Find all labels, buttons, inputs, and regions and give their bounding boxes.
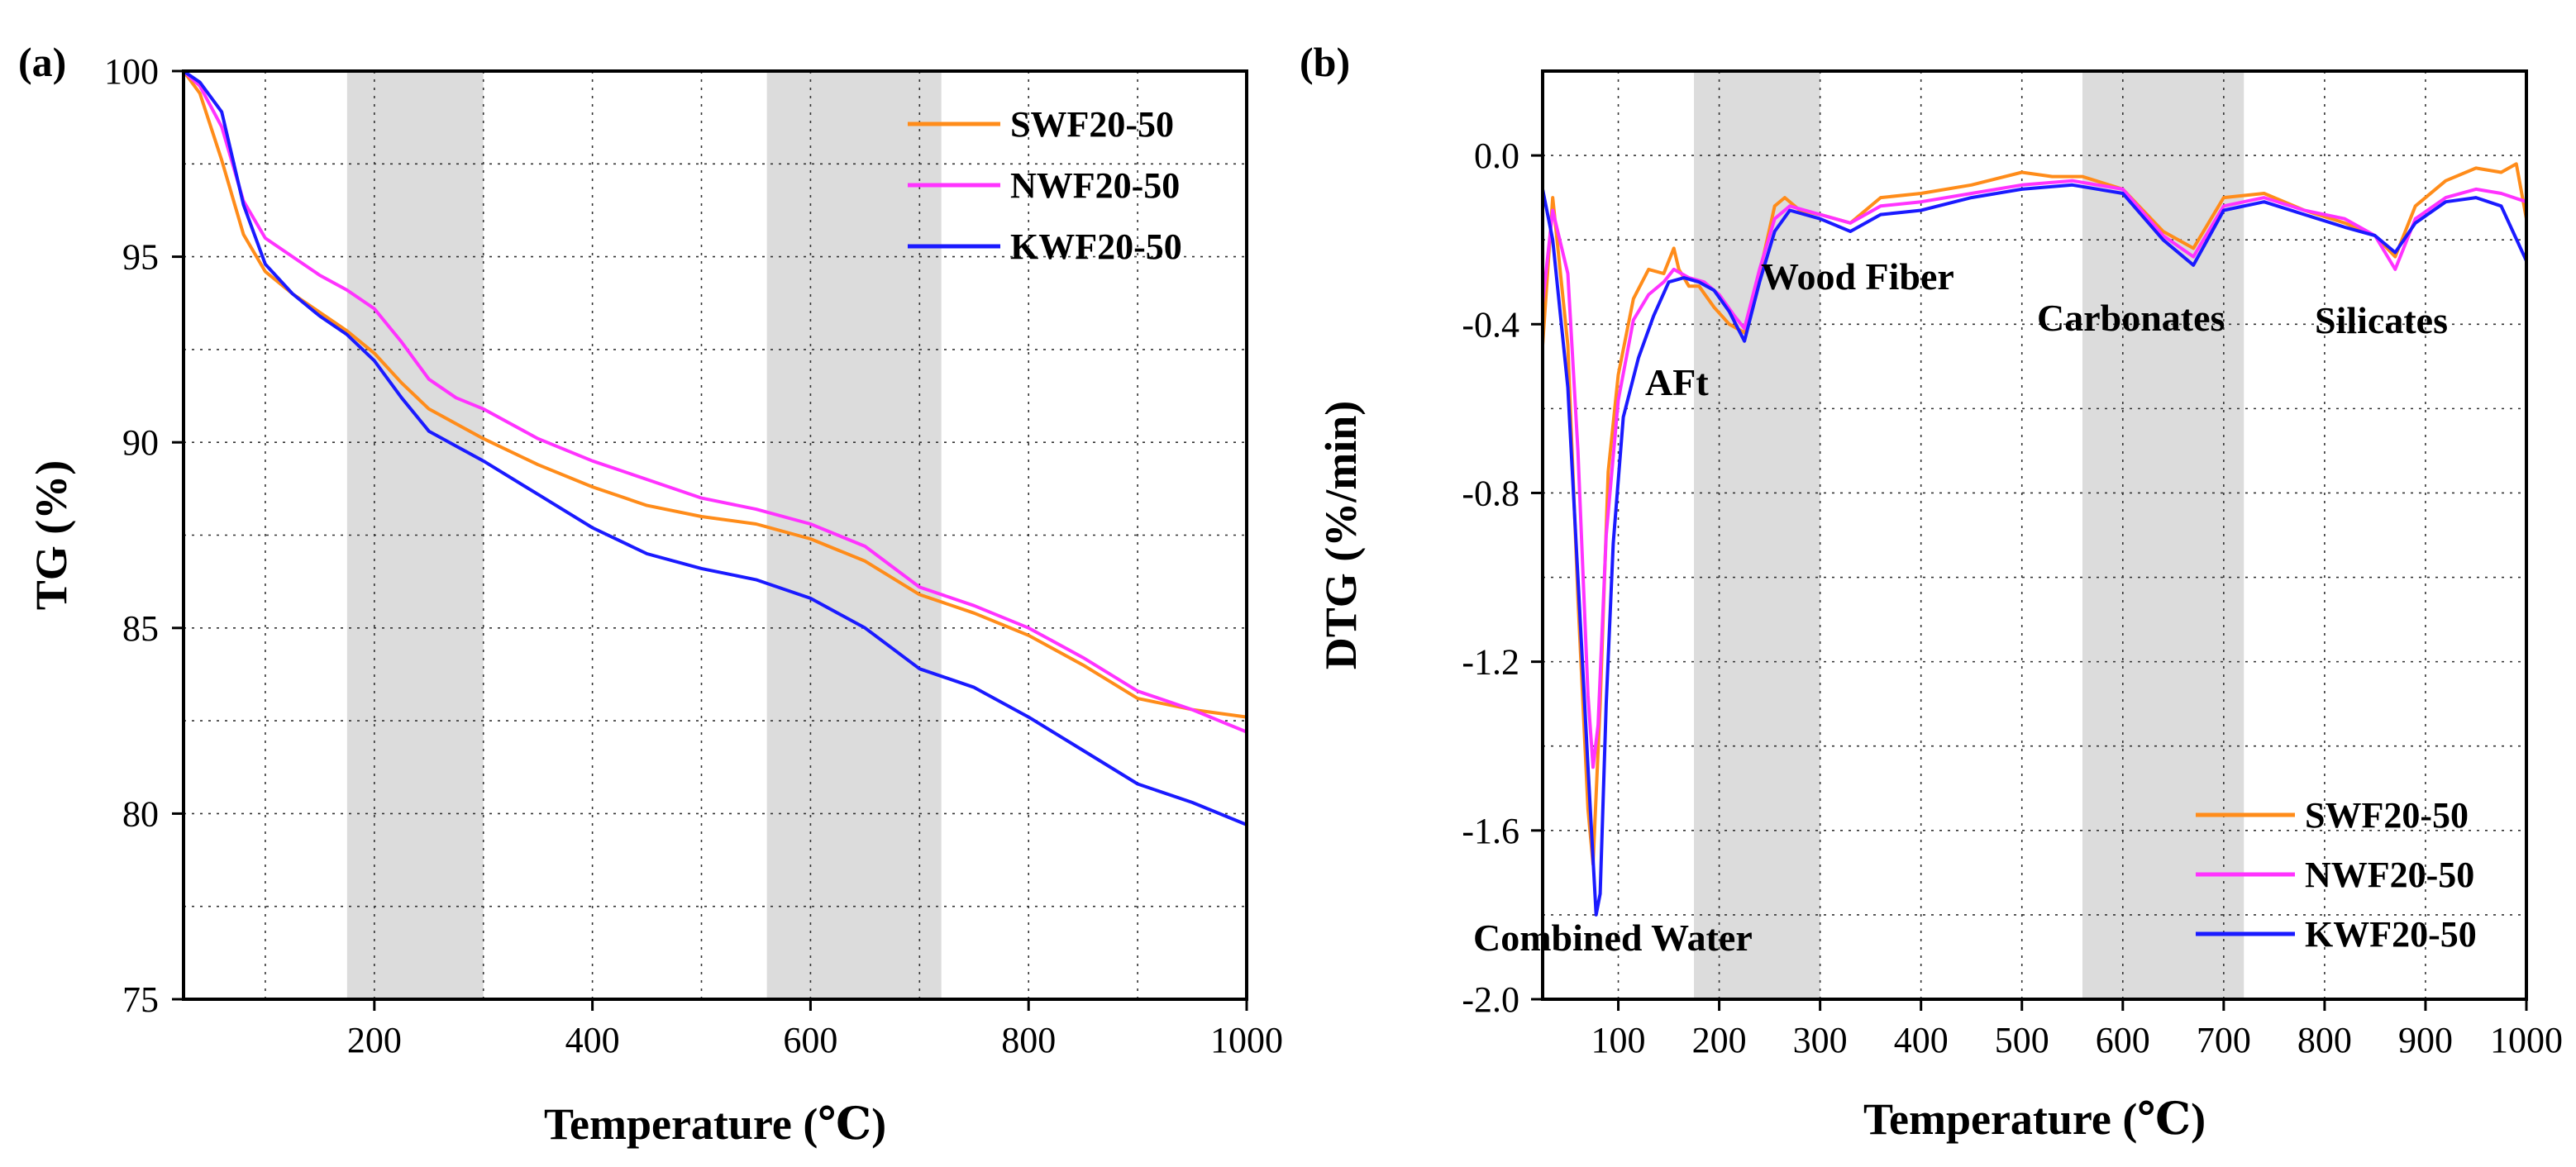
panel-label: (a): [18, 39, 66, 85]
legend-label-nwf20-50: NWF20-50: [2305, 855, 2474, 895]
series-line-nwf20-50: [182, 69, 1247, 734]
y-tick-label: 90: [122, 422, 159, 463]
chart-panel-a: 200 400 600 800 1000 75 80 85 90 95 100 Temperature…: [18, 39, 1283, 1149]
y-tick-label: -2.0: [1462, 979, 1519, 1020]
series-line-kwf20-50: [1541, 183, 2528, 917]
x-tick-label: 200: [347, 1020, 402, 1060]
plot-frame: [1541, 69, 2528, 1001]
x-tick-label: 400: [1894, 1020, 1949, 1060]
gridlines: [184, 71, 1247, 999]
x-tick-label: 400: [565, 1020, 620, 1060]
x-tick-label: 1000: [1210, 1020, 1283, 1060]
legend: SWF20-50 NWF20-50 KWF20-50: [2196, 795, 2477, 955]
y-tick-label: 0.0: [1474, 136, 1519, 176]
legend-label-swf20-50: SWF20-50: [1010, 104, 1174, 145]
legend: SWF20-50 NWF20-50 KWF20-50: [908, 104, 1182, 267]
series-line-swf20-50: [182, 69, 1247, 719]
x-tick-label: 200: [1692, 1020, 1747, 1060]
y-axis-title: TG (%): [26, 460, 76, 611]
y-tick-label: -0.8: [1462, 473, 1519, 513]
legend-label-nwf20-50: NWF20-50: [1010, 165, 1180, 206]
panel-label: (b): [1300, 39, 1350, 85]
x-axis-title: Temperature (℃): [1863, 1094, 2206, 1144]
x-tick-label: 900: [2398, 1020, 2453, 1060]
series-line-swf20-50: [1541, 162, 2528, 866]
x-axis-title: Temperature (℃): [544, 1099, 886, 1149]
x-tick-label: 800: [2297, 1020, 2352, 1060]
annotation-wood-fiber: Wood Fiber: [1761, 255, 1954, 298]
x-tick-label: 800: [1001, 1020, 1056, 1060]
y-tick-label: 85: [122, 608, 159, 649]
y-tick-label: -1.2: [1462, 642, 1519, 683]
y-tick-label: 75: [122, 979, 159, 1020]
y-tick-label: -0.4: [1462, 304, 1519, 345]
series-line-nwf20-50: [1541, 179, 2527, 769]
y-tick-label: 80: [122, 793, 159, 834]
legend-label-kwf20-50: KWF20-50: [2305, 914, 2477, 955]
series-line-kwf20-50: [182, 69, 1247, 826]
annotation-silicates: Silicates: [2315, 299, 2448, 341]
y-tick-label: -1.6: [1462, 811, 1519, 851]
legend-label-kwf20-50: KWF20-50: [1010, 226, 1182, 267]
chart-panel-b: 100 200 300 400 500 600 700 800 900 1000 -2.0 -1.6 -…: [1300, 39, 2563, 1144]
x-tick-label: 100: [1591, 1020, 1646, 1060]
legend-label-swf20-50: SWF20-50: [2305, 795, 2469, 836]
x-tick-label: 600: [2096, 1020, 2150, 1060]
x-tick-label: 300: [1793, 1020, 1848, 1060]
y-tick-label: 100: [104, 51, 159, 92]
x-tick-label: 1000: [2490, 1020, 2563, 1060]
annotation-aft: AFt: [1645, 361, 1709, 403]
annotation-combined-water: Combined Water: [1473, 917, 1753, 959]
x-tick-label: 500: [1995, 1020, 2049, 1060]
gridlines: [1543, 71, 2526, 999]
x-tick-label: 700: [2197, 1020, 2251, 1060]
x-tick-label: 600: [783, 1020, 837, 1060]
y-axis-title: DTG (%/min): [1316, 401, 1366, 670]
y-tick-label: 95: [122, 237, 159, 278]
shaded-region-1: [1694, 71, 1820, 999]
annotation-carbonates: Carbonates: [2037, 297, 2225, 339]
plot-frame: [182, 69, 1248, 1001]
